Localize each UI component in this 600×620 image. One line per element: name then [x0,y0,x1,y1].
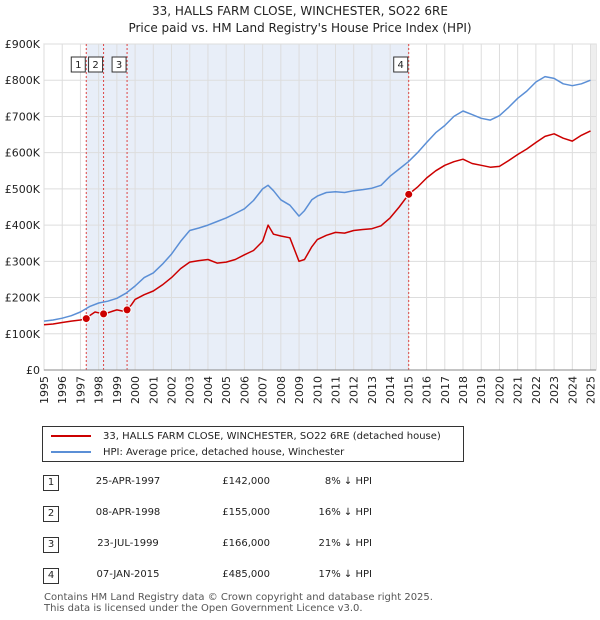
x-tick-label: 2010 [311,376,324,404]
transaction-badge: 2 [43,506,59,522]
x-tick-label: 1995 [38,376,51,404]
x-tick-label: 2012 [348,376,361,404]
y-tick-label: £300K [5,255,41,268]
y-tick-label: £200K [5,292,41,305]
x-tick-label: 2017 [439,376,452,404]
transaction-date: 07-JAN-2015 [96,569,160,580]
property-price-line [43,130,591,326]
x-tick-label: 2019 [475,376,488,404]
legend-label-property: 33, HALLS FARM CLOSE, WINCHESTER, SO22 6… [103,430,441,442]
x-tick-label: 2015 [402,376,415,404]
sale-point [99,309,109,319]
x-tick-label: 2005 [220,376,233,404]
price-chart: £0 £100K £200K £300K £400K £500K £600K £700K £80… [5,38,598,404]
x-tick-label: 2004 [202,376,215,404]
x-tick-label: 2009 [293,376,306,404]
sale-marker-box [393,56,409,73]
x-tick-label: 2007 [257,376,270,404]
x-tick-label: 2016 [421,376,434,404]
transaction-badge: 1 [43,475,59,491]
legend-label-hpi: HPI: Average price, detached house, Winc… [103,446,345,458]
y-tick-label: £100K [5,328,41,341]
hpi-line [43,75,591,322]
sale-marker-label: 3 [116,60,122,71]
x-tick-label: 2018 [457,376,470,404]
sale-marker-box [70,56,86,73]
sale-point [122,305,132,315]
transaction-price: £142,000 [222,476,270,487]
transaction-date: 23-JUL-1999 [97,538,159,549]
footer-line-2: This data is licensed under the Open Gov… [44,603,363,614]
transaction-price: £485,000 [222,569,270,580]
x-tick-label: 2022 [530,376,543,404]
chart-legend: 33, HALLS FARM CLOSE, WINCHESTER, SO22 6… [42,426,464,462]
sale-point [404,189,414,199]
x-tick-label: 2025 [585,376,598,404]
chart-title: 33, HALLS FARM CLOSE, WINCHESTER, SO22 6… [152,4,448,18]
y-tick-label: £900K [5,38,41,51]
y-tick-label: £700K [5,110,41,123]
legend-item-hpi: HPI: Average price, detached house, Winc… [51,444,344,460]
sale-period-shade [86,44,104,370]
legend-swatch-hpi [51,451,91,453]
y-tick-label: £500K [5,183,41,196]
x-tick-label: 2008 [275,376,288,404]
sale-marker-box [111,56,127,73]
x-tick-label: 2006 [238,376,251,404]
transaction-badge: 3 [43,537,59,553]
footer-attribution: Contains HM Land Registry data © Crown c… [44,592,433,614]
footer-line-1: Contains HM Land Registry data © Crown c… [44,592,433,603]
sale-marker-label: 2 [92,60,98,71]
transaction-hpi-diff: 8% ↓ HPI [324,476,372,487]
transaction-hpi-diff: 17% ↓ HPI [318,569,372,580]
y-tick-label: £400K [5,219,41,232]
y-tick-label: £0 [26,364,40,377]
transaction-price: £166,000 [222,538,270,549]
sale-period-shade [127,44,409,370]
x-tick-label: 2001 [147,376,160,404]
chart-subtitle: Price paid vs. HM Land Registry's House … [128,21,472,35]
sale-marker-box [88,56,104,73]
transaction-date: 08-APR-1998 [95,507,161,518]
x-tick-label: 1996 [56,376,69,404]
legend-item-property: 33, HALLS FARM CLOSE, WINCHESTER, SO22 6… [51,428,441,444]
x-tick-label: 2000 [129,376,142,404]
x-tick-label: 1998 [93,376,106,404]
sale-point [81,314,91,324]
x-tick-label: 1997 [74,376,87,404]
x-tick-label: 2011 [329,376,342,404]
x-tick-label: 2003 [184,376,197,404]
x-tick-label: 1999 [111,376,124,404]
transaction-hpi-diff: 21% ↓ HPI [318,538,372,549]
y-tick-label: £800K [5,74,41,87]
y-tick-label: £600K [5,147,41,160]
sale-marker-label: 1 [75,60,81,71]
legend-swatch-property [51,435,91,437]
transaction-price: £155,000 [222,507,270,518]
transaction-date: 25-APR-1997 [95,476,161,487]
x-tick-label: 2014 [384,376,397,404]
x-tick-label: 2013 [366,376,379,404]
transaction-hpi-diff: 16% ↓ HPI [318,507,372,518]
sale-period-shade [103,44,128,370]
x-tick-label: 2002 [166,376,179,404]
x-tick-label: 2023 [548,376,561,404]
x-tick-label: 2024 [566,376,579,404]
transaction-badge: 4 [43,568,59,584]
future-shade [590,44,596,370]
sale-marker-label: 4 [398,60,404,71]
x-tick-label: 2020 [493,376,506,404]
x-tick-label: 2021 [512,376,525,404]
